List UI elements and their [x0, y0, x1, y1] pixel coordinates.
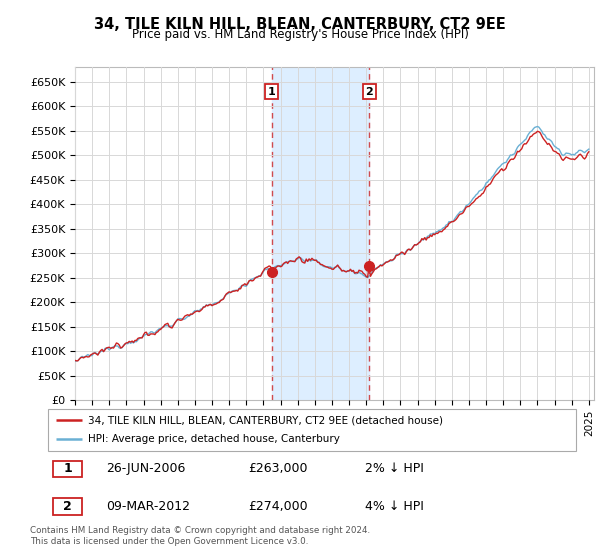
Text: 2: 2 — [64, 500, 72, 513]
Text: Contains HM Land Registry data © Crown copyright and database right 2024.
This d: Contains HM Land Registry data © Crown c… — [30, 526, 370, 546]
Text: 1: 1 — [64, 463, 72, 475]
Text: 2% ↓ HPI: 2% ↓ HPI — [365, 463, 424, 475]
Bar — [53, 460, 82, 477]
Text: 26-JUN-2006: 26-JUN-2006 — [106, 463, 185, 475]
Text: 34, TILE KILN HILL, BLEAN, CANTERBURY, CT2 9EE: 34, TILE KILN HILL, BLEAN, CANTERBURY, C… — [94, 17, 506, 32]
Text: 34, TILE KILN HILL, BLEAN, CANTERBURY, CT2 9EE (detached house): 34, TILE KILN HILL, BLEAN, CANTERBURY, C… — [88, 415, 443, 425]
Text: £274,000: £274,000 — [248, 500, 308, 513]
Text: 4% ↓ HPI: 4% ↓ HPI — [365, 500, 424, 513]
Bar — [53, 498, 82, 515]
Text: 09-MAR-2012: 09-MAR-2012 — [106, 500, 190, 513]
Text: 1: 1 — [268, 87, 275, 97]
Text: Price paid vs. HM Land Registry's House Price Index (HPI): Price paid vs. HM Land Registry's House … — [131, 28, 469, 41]
Bar — [272, 67, 370, 400]
Text: HPI: Average price, detached house, Canterbury: HPI: Average price, detached house, Cant… — [88, 435, 340, 445]
Text: £263,000: £263,000 — [248, 463, 308, 475]
Text: 2: 2 — [365, 87, 373, 97]
